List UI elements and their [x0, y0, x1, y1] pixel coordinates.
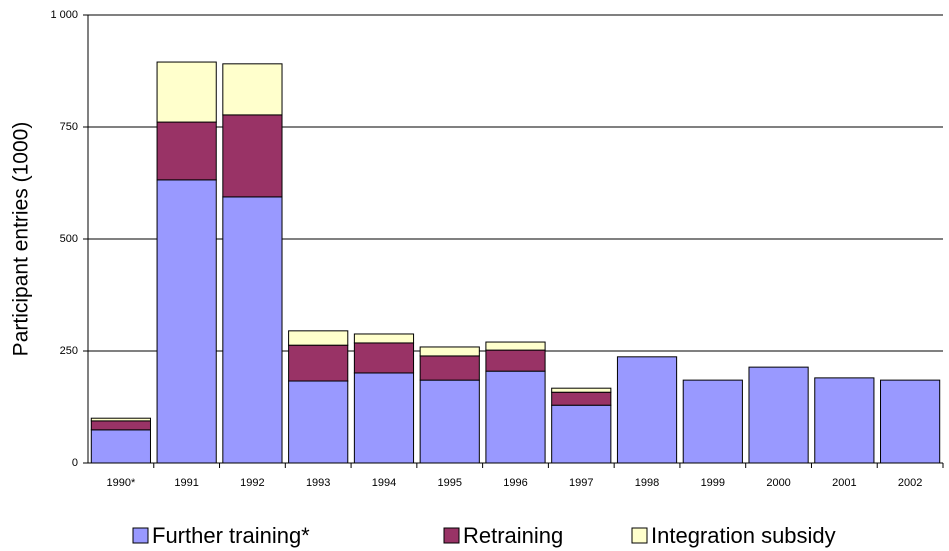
bar-segment — [156, 179, 217, 464]
bar-segment — [616, 356, 678, 464]
x-tick-label: 1996 — [503, 477, 527, 489]
y-tick-label: 250 — [60, 345, 78, 357]
bar-segment — [485, 370, 546, 464]
y-tick-label: 0 — [72, 457, 78, 469]
x-tick-label: 1992 — [240, 477, 264, 489]
legend-label: Further training* — [152, 523, 310, 548]
legend-label: Integration subsidy — [651, 523, 836, 548]
bar-segment — [682, 379, 743, 464]
y-axis-label: Participant entries (1000) — [10, 122, 33, 357]
x-tick-label: 1993 — [306, 477, 330, 489]
legend-swatch — [631, 527, 648, 544]
x-tick-label: 1994 — [372, 477, 396, 489]
x-tick-label: 1995 — [437, 477, 461, 489]
bar-segment — [288, 330, 349, 346]
bar-segment — [814, 377, 875, 464]
x-tick-label: 2002 — [898, 477, 922, 489]
bar-segment — [353, 333, 415, 344]
y-tick-label: 500 — [60, 233, 78, 245]
bar-segment — [353, 372, 415, 464]
x-tick-label: 2000 — [766, 477, 790, 489]
bar-segment — [222, 196, 283, 464]
bar-segment — [551, 387, 612, 393]
legend-swatch — [443, 527, 460, 544]
x-tick-label: 1997 — [569, 477, 593, 489]
bar-segment — [551, 391, 612, 406]
bar-segment — [880, 379, 941, 464]
bar-segment — [156, 61, 217, 123]
legend-label: Retraining — [463, 523, 563, 548]
y-tick-label: 750 — [60, 121, 78, 133]
bar-segment — [353, 342, 415, 374]
bar-segment — [419, 355, 480, 381]
bar-segment — [222, 63, 283, 116]
x-tick-label: 1990* — [107, 477, 136, 489]
x-tick-label: 1998 — [635, 477, 659, 489]
legend-swatch — [132, 527, 149, 544]
bar-segment — [288, 380, 349, 464]
bar-segment — [222, 114, 283, 198]
bar-segment — [90, 429, 151, 464]
bar-segment — [748, 366, 809, 464]
y-tick-label: 1 000 — [50, 9, 78, 21]
bar-segment — [551, 404, 612, 464]
x-tick-label: 1999 — [701, 477, 725, 489]
bar-segment — [419, 379, 480, 464]
bar-segment — [288, 344, 349, 382]
bar-segment — [90, 420, 151, 431]
bar-segment — [485, 349, 546, 372]
bar-segment — [156, 121, 217, 181]
bar-segment — [419, 346, 480, 357]
x-tick-label: 2001 — [832, 477, 856, 489]
x-tick-label: 1991 — [174, 477, 198, 489]
bar-segment — [90, 417, 151, 422]
bar-segment — [485, 341, 546, 351]
